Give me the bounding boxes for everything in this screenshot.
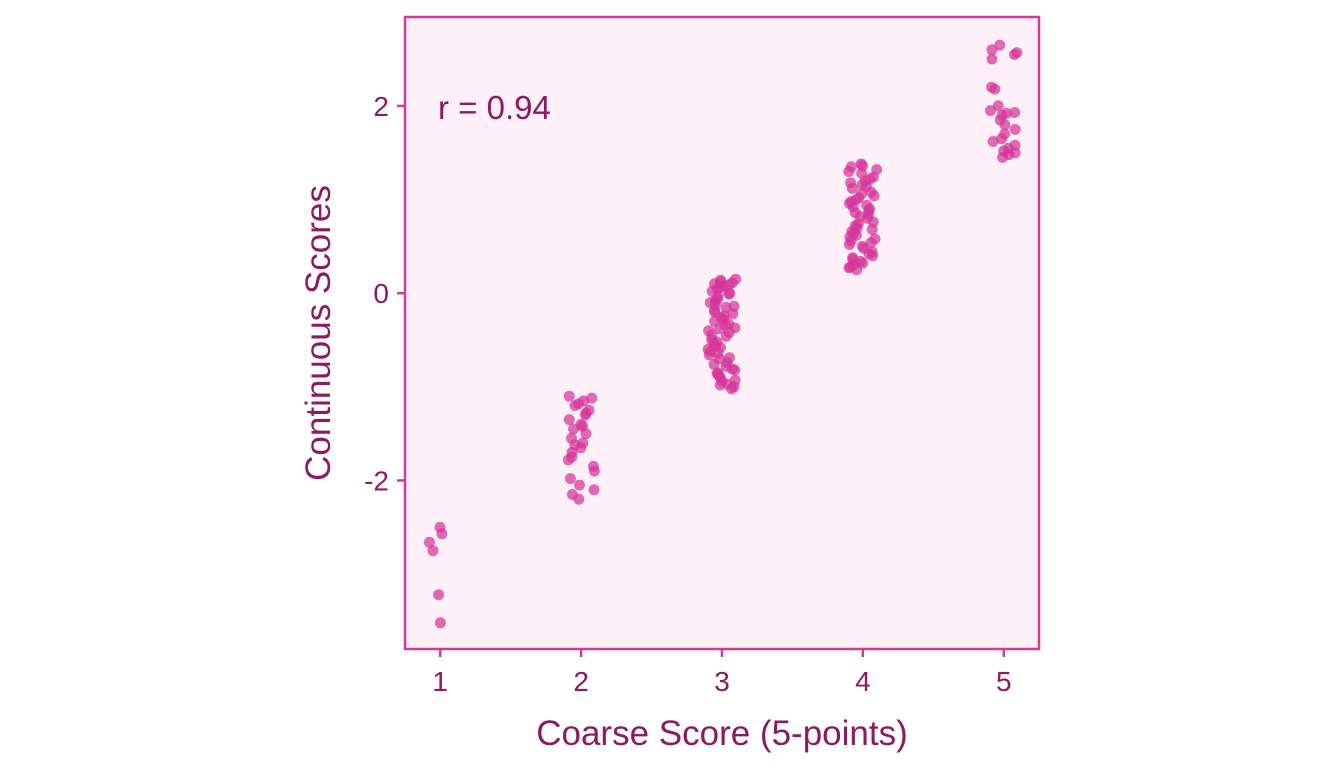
data-point (711, 336, 723, 348)
data-point (708, 358, 720, 370)
data-point (866, 224, 878, 235)
data-point (723, 288, 735, 300)
data-point (588, 484, 600, 496)
data-point (564, 473, 576, 485)
data-point (436, 528, 448, 540)
data-point (986, 53, 998, 65)
data-point (1011, 47, 1023, 59)
data-point (986, 44, 998, 56)
data-point (994, 39, 1006, 51)
data-point (856, 240, 868, 252)
data-point (985, 105, 996, 117)
x-axis: 1 2 3 4 5 (432, 649, 1012, 697)
data-point (989, 83, 1001, 95)
data-point (996, 133, 1008, 145)
data-point (427, 545, 439, 557)
data-point (855, 255, 866, 267)
data-point (569, 439, 581, 451)
data-point (718, 310, 730, 322)
data-point (997, 151, 1009, 163)
x-tick-label: 5 (996, 666, 1012, 697)
x-tick-label: 3 (714, 666, 730, 697)
data-point (569, 400, 581, 412)
data-point (727, 308, 739, 320)
data-point (861, 199, 873, 211)
data-point (712, 347, 724, 359)
data-point (843, 262, 855, 274)
data-point (1009, 123, 1021, 135)
data-point (726, 363, 738, 375)
data-point (857, 160, 869, 172)
data-point (566, 451, 578, 463)
data-point (580, 407, 592, 419)
data-point (987, 136, 999, 147)
x-axis-title: Coarse Score (5-points) (536, 714, 908, 753)
data-point (864, 173, 876, 185)
data-point (434, 617, 446, 629)
y-tick-label: 2 (373, 91, 389, 122)
data-point (712, 367, 724, 379)
data-point (563, 414, 575, 426)
data-point (702, 343, 714, 355)
points-layer (423, 39, 1023, 629)
y-axis-title: Continuous Scores (299, 185, 338, 481)
data-point (721, 378, 733, 390)
data-point (843, 166, 855, 177)
data-point (723, 279, 735, 291)
data-point (423, 536, 435, 548)
data-point (703, 325, 715, 337)
data-point (1009, 107, 1021, 118)
data-point (588, 465, 600, 477)
y-axis: -2 0 2 (364, 91, 405, 496)
data-point (720, 301, 732, 313)
data-point (713, 323, 725, 335)
x-tick-label: 2 (573, 666, 589, 697)
data-point (563, 390, 575, 402)
x-tick-label: 1 (432, 666, 448, 697)
data-point (863, 248, 875, 260)
data-point (714, 282, 726, 294)
data-point (850, 229, 862, 241)
y-tick-label: -2 (364, 465, 389, 496)
data-point (568, 423, 580, 435)
data-point (843, 239, 855, 250)
data-point (856, 188, 867, 200)
data-point (999, 119, 1011, 131)
data-point (852, 218, 864, 230)
data-point (845, 177, 857, 189)
y-tick-label: 0 (373, 278, 389, 309)
data-point (868, 190, 880, 202)
data-point (729, 322, 741, 334)
data-point (577, 420, 588, 432)
x-tick-label: 4 (855, 666, 871, 697)
data-point (724, 352, 735, 364)
data-point (573, 493, 585, 505)
data-point (720, 330, 732, 342)
correlation-annotation: r = 0.94 (438, 89, 551, 126)
data-point (709, 298, 721, 310)
data-point (869, 233, 881, 245)
data-point (845, 196, 857, 207)
data-point (574, 479, 585, 491)
data-point (433, 589, 445, 601)
